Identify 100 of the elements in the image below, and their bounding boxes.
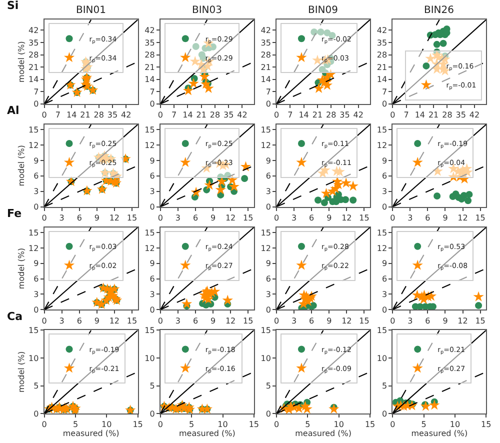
chart-title: BIN01	[76, 5, 106, 16]
x-tick-label: 21	[428, 110, 439, 120]
y-tick-label: 7	[266, 87, 271, 96]
x-tick-label: 42	[469, 110, 480, 120]
x-tick-label: 15	[364, 420, 376, 430]
x-axis-title: measured (%)	[179, 429, 236, 438]
y-tick-label: 0	[150, 305, 155, 314]
y-tick-label: 28	[28, 50, 39, 60]
x-tick-label: 0	[158, 110, 163, 120]
y-tick-label: 15	[144, 125, 155, 134]
x-tick-label: 0	[390, 110, 396, 120]
y-tick-label: 6	[382, 274, 388, 284]
y-tick-label: 9	[150, 259, 155, 268]
x-tick-label: 0	[390, 420, 396, 430]
x-tick-label: 15	[481, 420, 492, 430]
x-tick-label: 35	[107, 110, 118, 120]
x-tick-label: 7	[172, 110, 177, 120]
y-tick-label: 10	[144, 354, 155, 363]
y-tick-label: 5	[150, 382, 155, 391]
y-tick-label: 12	[376, 244, 388, 253]
x-tick-label: 0	[274, 420, 280, 430]
y-tick-label: 6	[150, 274, 155, 284]
text: Ca	[7, 310, 22, 323]
y-tick-label: 15	[260, 326, 271, 336]
x-tick-label: 35	[340, 110, 350, 120]
x-tick-label: 15	[248, 420, 260, 430]
x-tick-label: 28	[326, 110, 336, 120]
y-tick-label: 9	[34, 156, 39, 166]
y-tick-label: 5	[382, 382, 388, 391]
x-tick-label: 9	[210, 316, 216, 326]
y-tick-label: 35	[144, 38, 155, 48]
y-tick-label: 0	[266, 305, 271, 314]
chart-title: BIN26	[424, 5, 454, 16]
y-tick-label: 10	[260, 354, 271, 363]
y-tick-label: 12	[28, 244, 39, 253]
y-tick-label: 0	[382, 100, 388, 109]
x-tick-label: 35	[456, 110, 466, 120]
x-tick-label: 0	[42, 316, 47, 326]
y-tick-label: 0	[266, 409, 271, 418]
y-axis-title: model (%)	[17, 41, 26, 82]
x-tick-label: 6	[425, 213, 430, 222]
y-tick-label: 28	[376, 50, 388, 60]
x-tick-label: 15	[242, 316, 254, 326]
chart-title: BIN09	[308, 5, 338, 16]
y-tick-label: 15	[144, 326, 155, 336]
x-tick-label: 6	[425, 316, 430, 326]
y-tick-label: 7	[34, 87, 39, 96]
x-tick-label: 10	[334, 420, 344, 430]
chart-title: BIN03	[192, 5, 222, 16]
y-tick-label: 5	[266, 382, 271, 391]
y-tick-label: 14	[260, 75, 271, 84]
y-tick-label: 9	[34, 259, 39, 268]
y-tick-label: 35	[28, 38, 39, 48]
x-tick-label: 15	[132, 420, 143, 430]
x-tick-label: 14	[66, 110, 77, 120]
y-tick-label: 9	[266, 156, 271, 166]
x-tick-label: 3	[292, 213, 297, 222]
x-tick-label: 0	[42, 213, 47, 222]
x-tick-label: 14	[414, 110, 426, 120]
y-tick-label: 35	[260, 38, 271, 48]
y-tick-label: 42	[376, 26, 388, 36]
y-tick-label: 42	[260, 26, 271, 36]
y-axis-title: model (%)	[17, 351, 26, 393]
x-tick-label: 9	[326, 213, 332, 222]
x-tick-label: 0	[274, 110, 280, 120]
y-tick-label: 7	[382, 87, 388, 96]
x-tick-label: 5	[421, 420, 426, 430]
x-axis-title: measured (%)	[295, 429, 352, 438]
x-tick-label: 42	[353, 110, 364, 120]
y-tick-label: 15	[28, 228, 39, 238]
y-tick-label: 14	[144, 75, 155, 84]
y-tick-label: 0	[382, 409, 388, 418]
y-tick-label: 14	[376, 75, 388, 84]
y-tick-label: 12	[144, 140, 155, 150]
y-tick-label: 0	[34, 100, 39, 109]
x-tick-label: 15	[126, 316, 138, 326]
x-tick-label: 5	[189, 420, 194, 430]
y-tick-label: 15	[376, 228, 388, 238]
y-tick-label: 28	[144, 50, 155, 60]
x-tick-label: 6	[76, 316, 82, 326]
y-tick-label: 12	[28, 140, 39, 150]
y-tick-label: 21	[144, 62, 155, 72]
x-tick-label: 21	[196, 110, 206, 120]
y-tick-label: 3	[150, 187, 155, 196]
y-tick-label: 0	[266, 100, 271, 109]
y-tick-label: 12	[144, 244, 155, 253]
x-tick-label: 9	[442, 316, 448, 326]
x-tick-label: 12	[342, 316, 352, 326]
x-tick-label: 7	[288, 110, 293, 120]
x-tick-label: 9	[94, 316, 100, 326]
y-tick-label: 0	[150, 202, 155, 212]
x-tick-label: 7	[404, 110, 409, 120]
y-tick-label: 21	[260, 62, 271, 72]
x-tick-label: 21	[312, 110, 323, 120]
text: Fe	[7, 207, 22, 220]
x-tick-label: 6	[192, 316, 198, 326]
x-tick-label: 3	[175, 316, 181, 326]
y-tick-label: 0	[34, 202, 39, 212]
y-tick-label: 35	[376, 38, 388, 48]
x-tick-label: 6	[309, 316, 314, 326]
